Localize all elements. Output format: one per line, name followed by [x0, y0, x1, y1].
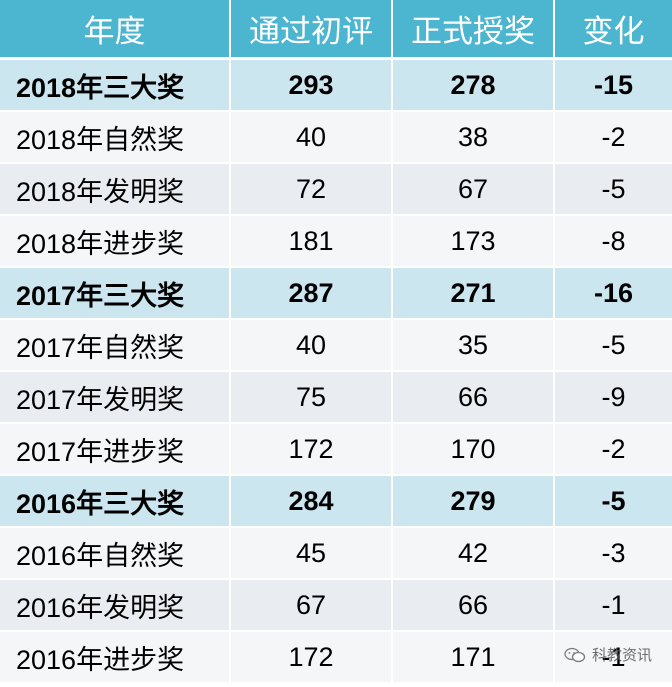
- cell-change: -16: [554, 267, 672, 320]
- table-row: 2017年发明奖 75 66 -9: [0, 371, 672, 424]
- cell-passed: 72: [230, 163, 393, 216]
- table-row: 2017年三大奖 287 271 -16: [0, 267, 672, 320]
- wechat-icon: [564, 647, 586, 662]
- cell-year-label: 2018年自然奖: [0, 111, 231, 164]
- cell-passed: 45: [230, 527, 393, 580]
- cell-change: -5: [554, 319, 672, 372]
- header-row: 年度 通过初评 正式授奖 变化: [0, 0, 672, 60]
- cell-change: -2: [554, 423, 672, 476]
- cell-year-label: 2017年发明奖: [0, 371, 231, 424]
- cell-awarded: 35: [392, 319, 555, 372]
- cell-change: -3: [554, 527, 672, 580]
- cell-passed: 181: [230, 215, 393, 268]
- table-row: 2018年自然奖 40 38 -2: [0, 111, 672, 164]
- table-row: 2018年进步奖 181 173 -8: [0, 215, 672, 268]
- cell-passed: 284: [230, 475, 393, 528]
- cell-passed: 293: [230, 58, 393, 112]
- table-row: 2016年进步奖 172 171 -1: [0, 631, 672, 684]
- table-row: 2016年自然奖 45 42 -3: [0, 527, 672, 580]
- column-header-year: 年度: [0, 0, 231, 60]
- cell-passed: 287: [230, 267, 393, 320]
- cell-change: -15: [554, 58, 672, 112]
- cell-awarded: 67: [392, 163, 555, 216]
- cell-change: -8: [554, 215, 672, 268]
- cell-change: -5: [554, 163, 672, 216]
- cell-awarded: 66: [392, 371, 555, 424]
- watermark-text: 科教资讯: [591, 646, 652, 664]
- cell-year-label: 2017年进步奖: [0, 423, 231, 476]
- watermark: 科教资讯: [564, 644, 652, 665]
- table-row: 2017年自然奖 40 35 -5: [0, 319, 672, 372]
- cell-passed: 172: [230, 423, 393, 476]
- table-row: 2016年发明奖 67 66 -1: [0, 579, 672, 632]
- cell-year-label: 2016年三大奖: [0, 475, 231, 528]
- cell-awarded: 42: [392, 527, 555, 580]
- cell-year-label: 2016年进步奖: [0, 631, 231, 684]
- cell-change: -2: [554, 111, 672, 164]
- table-row: 2018年发明奖 72 67 -5: [0, 163, 672, 216]
- cell-change: -1: [554, 579, 672, 632]
- cell-year-label: 2017年自然奖: [0, 319, 231, 372]
- column-header-change: 变化: [554, 0, 672, 60]
- cell-change: -5: [554, 475, 672, 528]
- cell-awarded: 279: [392, 475, 555, 528]
- cell-awarded: 278: [392, 58, 555, 112]
- column-header-passed: 通过初评: [230, 0, 393, 60]
- cell-year-label: 2018年三大奖: [0, 58, 231, 112]
- cell-awarded: 173: [392, 215, 555, 268]
- table-row: 2016年三大奖 284 279 -5: [0, 475, 672, 528]
- cell-year-label: 2017年三大奖: [0, 267, 231, 320]
- cell-passed: 75: [230, 371, 393, 424]
- table-row: 2017年进步奖 172 170 -2: [0, 423, 672, 476]
- cell-passed: 40: [230, 319, 393, 372]
- column-header-awarded: 正式授奖: [392, 0, 555, 60]
- cell-awarded: 170: [392, 423, 555, 476]
- cell-year-label: 2018年发明奖: [0, 163, 231, 216]
- cell-year-label: 2016年发明奖: [0, 579, 231, 632]
- cell-awarded: 66: [392, 579, 555, 632]
- cell-awarded: 271: [392, 267, 555, 320]
- cell-awarded: 38: [392, 111, 555, 164]
- cell-year-label: 2018年进步奖: [0, 215, 231, 268]
- table-row: 2018年三大奖 293 278 -15: [0, 58, 672, 112]
- cell-year-label: 2016年自然奖: [0, 527, 231, 580]
- cell-passed: 172: [230, 631, 393, 684]
- cell-change: -9: [554, 371, 672, 424]
- cell-awarded: 171: [392, 631, 555, 684]
- cell-passed: 67: [230, 579, 393, 632]
- cell-passed: 40: [230, 111, 393, 164]
